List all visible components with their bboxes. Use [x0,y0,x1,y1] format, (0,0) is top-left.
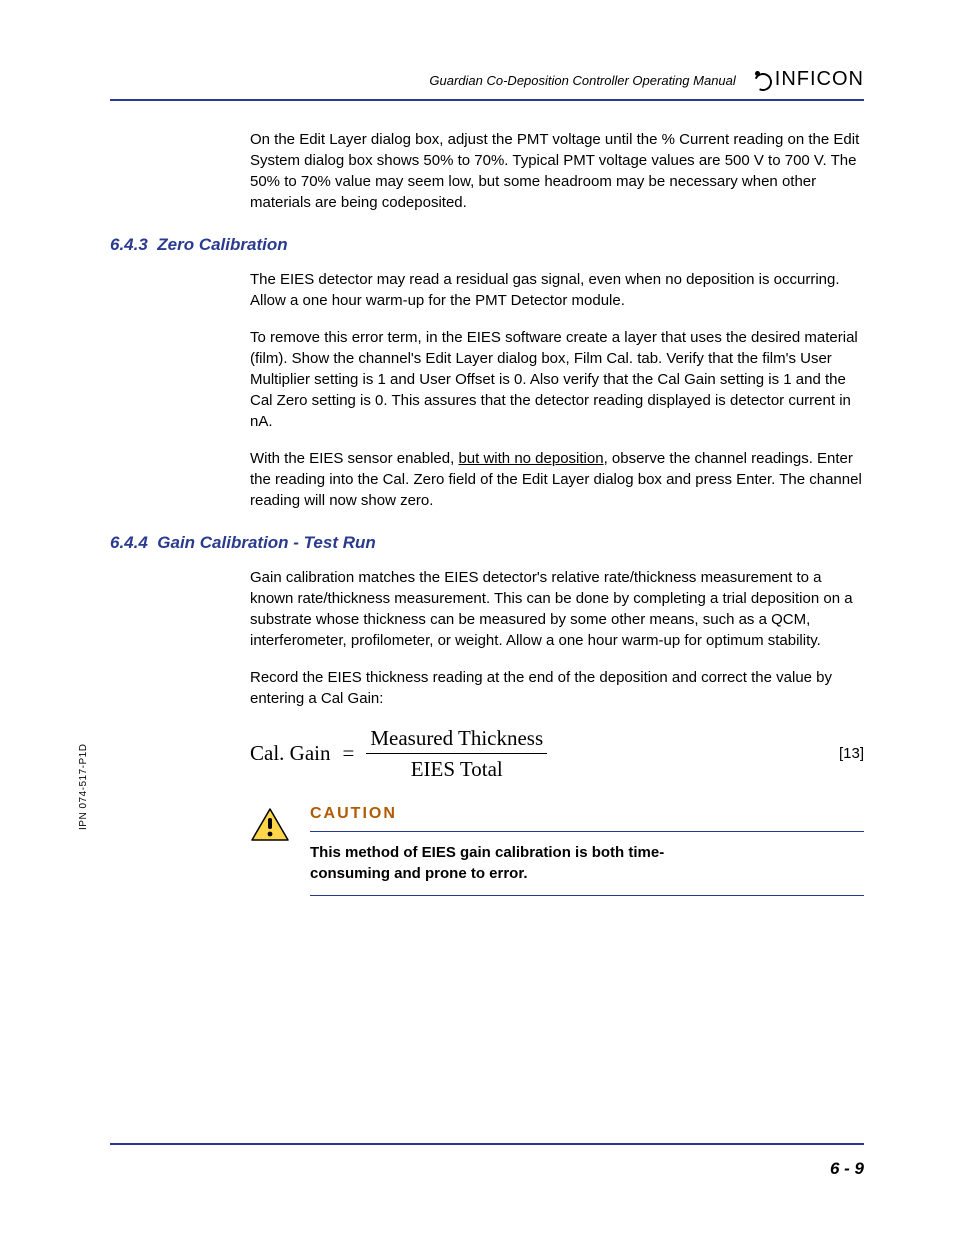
section-number: 6.4.4 [110,533,148,552]
logo-mark-icon [754,71,772,89]
formula-numerator: Measured Thickness [366,725,547,754]
formula-lhs: Cal. Gain [250,741,330,766]
cal-gain-formula: Cal. Gain = Measured Thickness EIES Tota… [250,725,547,783]
caution-label: CAUTION [310,805,864,823]
logo-text: INFICON [775,68,864,91]
caution-icon [250,805,292,897]
caution-block: CAUTION This method of EIES gain calibra… [250,805,864,897]
zero-cal-p2: To remove this error term, in the EIES s… [250,327,864,432]
formula-row: Cal. Gain = Measured Thickness EIES Tota… [250,725,864,783]
caution-text: This method of EIES gain calibration is … [310,832,670,896]
underlined-phrase: but with no deposition [458,450,603,467]
side-ipn-label: IPN 074-517-P1D [78,744,89,830]
section-title: Zero Calibration [157,235,287,254]
caution-rule-bottom [310,895,864,896]
zero-cal-p1: The EIES detector may read a residual ga… [250,269,864,311]
intro-paragraph: On the Edit Layer dialog box, adjust the… [250,129,864,213]
header-rule [110,99,864,101]
running-header: Guardian Co-Deposition Controller Operat… [429,73,735,91]
section-title: Gain Calibration - Test Run [157,533,376,552]
formula-denominator: EIES Total [411,754,503,782]
section-number: 6.4.3 [110,235,148,254]
section-heading-gain-calibration: 6.4.4 Gain Calibration - Test Run [110,533,864,553]
footer-rule [110,1143,864,1145]
brand-logo: INFICON [754,68,864,91]
section-heading-zero-calibration: 6.4.3 Zero Calibration [110,235,864,255]
page-number: 6 - 9 [830,1159,864,1179]
gain-cal-p1: Gain calibration matches the EIES detect… [250,567,864,651]
equation-number: [13] [839,745,864,762]
formula-fraction: Measured Thickness EIES Total [366,725,547,783]
formula-equals: = [342,741,354,766]
zero-cal-p3: With the EIES sensor enabled, but with n… [250,448,864,511]
gain-cal-p2: Record the EIES thickness reading at the… [250,667,864,709]
